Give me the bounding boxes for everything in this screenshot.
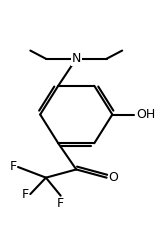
Text: OH: OH [136,108,155,121]
Text: F: F [22,187,29,201]
Text: O: O [108,171,118,184]
Text: F: F [9,161,16,173]
Text: F: F [57,197,64,210]
Text: N: N [72,52,81,65]
